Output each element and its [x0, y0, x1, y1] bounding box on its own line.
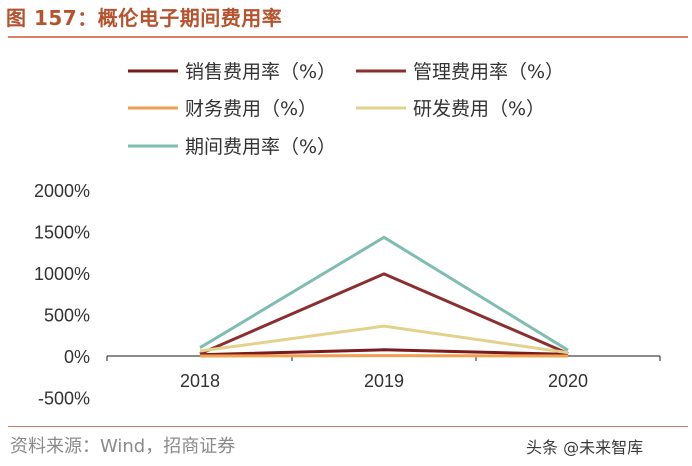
series-line: [199, 272, 569, 356]
source-note: 资料来源：Wind，招商证券: [10, 436, 236, 457]
source-divider: [8, 426, 688, 427]
chart-title: 图 157：概伦电子期间费用率: [6, 6, 283, 30]
line-chart: 销售费用率（%） 管理费用率（%） 财务费用（%） 研发费用（%） 期间费用率（%） 2…: [34, 61, 661, 409]
x-axis: 2018 2019 2020: [106, 355, 661, 391]
legend-label: 销售费用率（%）: [185, 61, 336, 83]
y-tick-label: 1000%: [34, 264, 90, 284]
x-tick-label: 2018: [180, 371, 220, 391]
legend-label: 期间费用率（%）: [185, 136, 336, 158]
series-line: [199, 235, 569, 352]
legend-label: 管理费用率（%）: [413, 61, 564, 83]
x-tick-label: 2019: [364, 371, 404, 391]
legend-label: 财务费用（%）: [185, 98, 317, 120]
x-tick-label: 2020: [548, 371, 588, 391]
series-line: [199, 348, 569, 357]
y-axis: 2000% 1500% 1000% 500% 0% -500%: [34, 181, 90, 409]
title-divider: [8, 36, 688, 38]
y-tick-label: 2000%: [34, 181, 90, 201]
watermark: 头条 @未来智库: [526, 438, 644, 457]
series-line: [199, 324, 569, 355]
legend-label: 研发费用（%）: [413, 98, 545, 120]
y-tick-label: 0%: [64, 347, 90, 367]
y-tick-label: 500%: [44, 306, 90, 326]
y-tick-label: 1500%: [34, 223, 90, 243]
chart-legend: 销售费用率（%） 管理费用率（%） 财务费用（%） 研发费用（%） 期间费用率（%）: [128, 61, 564, 158]
series-lines: [199, 235, 569, 358]
y-tick-label: -500%: [38, 389, 90, 409]
